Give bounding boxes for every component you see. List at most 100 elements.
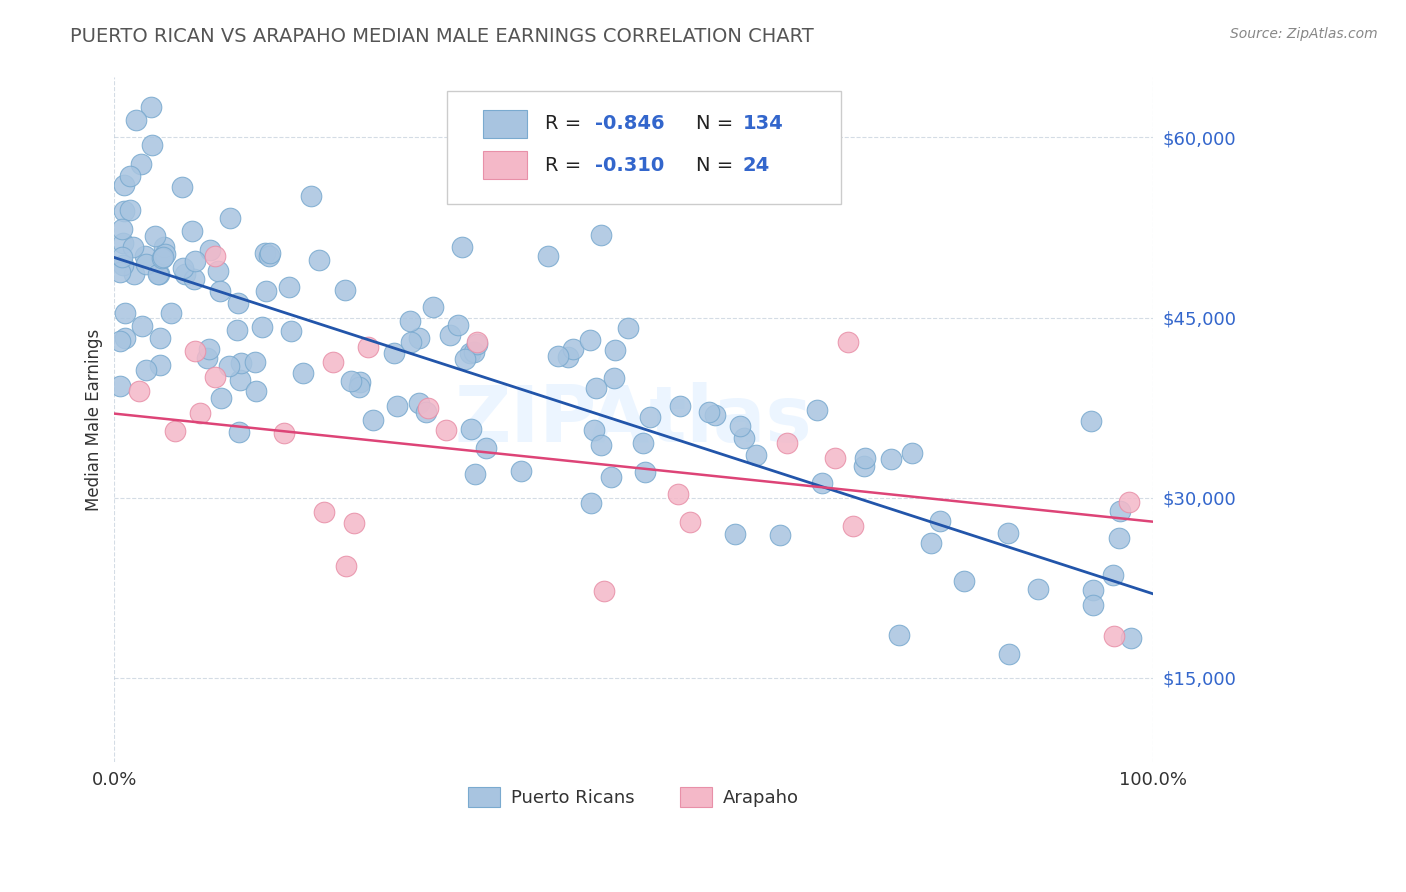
Point xyxy=(474,442,496,456)
Point xyxy=(273,426,295,441)
Point xyxy=(172,260,194,275)
Point xyxy=(510,465,533,479)
Point xyxy=(343,516,366,531)
Point xyxy=(118,169,141,183)
Point xyxy=(245,384,267,398)
Point xyxy=(853,450,876,465)
Point xyxy=(134,249,156,263)
Point xyxy=(146,267,169,281)
Legend: Puerto Ricans, Arapaho: Puerto Ricans, Arapaho xyxy=(461,780,807,814)
Point xyxy=(920,536,942,550)
Point xyxy=(363,413,385,427)
Point xyxy=(640,409,662,424)
Point xyxy=(122,268,145,282)
Point xyxy=(769,528,792,542)
Point xyxy=(824,450,846,465)
Point xyxy=(204,369,226,384)
Point xyxy=(1118,495,1140,509)
Point xyxy=(1081,599,1104,613)
FancyBboxPatch shape xyxy=(447,91,841,204)
Point xyxy=(207,264,229,278)
Point xyxy=(188,406,211,420)
Point xyxy=(198,243,221,257)
Point xyxy=(666,487,689,501)
Point xyxy=(399,335,422,350)
Point xyxy=(253,245,276,260)
Point xyxy=(165,425,187,439)
Point xyxy=(340,375,363,389)
Point xyxy=(1102,629,1125,643)
Point xyxy=(465,335,488,350)
Point xyxy=(463,344,485,359)
Point xyxy=(617,321,640,335)
Point xyxy=(418,401,440,415)
Point xyxy=(733,431,755,445)
Point xyxy=(581,496,603,510)
Point xyxy=(254,285,277,299)
Point xyxy=(148,267,170,281)
Point xyxy=(112,178,135,193)
Text: 134: 134 xyxy=(742,114,783,134)
Point xyxy=(1081,582,1104,597)
Point xyxy=(434,423,457,437)
Point xyxy=(998,647,1021,661)
Point xyxy=(1108,531,1130,545)
Point xyxy=(806,403,828,417)
Point xyxy=(111,258,134,272)
Point xyxy=(218,359,240,373)
Point xyxy=(114,331,136,345)
Point xyxy=(929,514,952,528)
Point xyxy=(108,334,131,348)
Point xyxy=(333,283,356,297)
Point xyxy=(229,373,252,387)
Text: R =: R = xyxy=(546,114,588,134)
Point xyxy=(460,422,482,436)
Point xyxy=(605,343,627,357)
Point xyxy=(243,355,266,369)
Point xyxy=(204,249,226,263)
Point xyxy=(209,391,232,405)
Point xyxy=(114,305,136,319)
Point xyxy=(152,240,174,254)
Point xyxy=(464,467,486,482)
Point xyxy=(408,396,430,410)
Point xyxy=(1080,414,1102,428)
Point xyxy=(593,583,616,598)
Point xyxy=(634,465,657,479)
Point xyxy=(776,436,799,450)
Point xyxy=(583,423,606,437)
Point xyxy=(745,448,768,462)
Point xyxy=(174,267,197,281)
Point xyxy=(578,333,600,347)
Point xyxy=(668,400,690,414)
Point xyxy=(703,408,725,422)
Point xyxy=(446,318,468,333)
Point xyxy=(1101,568,1123,582)
Text: -0.310: -0.310 xyxy=(595,155,665,175)
Point xyxy=(465,336,488,351)
Point xyxy=(591,437,613,451)
Point xyxy=(141,138,163,153)
Point xyxy=(415,405,437,419)
Point xyxy=(1119,631,1142,645)
Y-axis label: Median Male Earnings: Median Male Earnings xyxy=(86,328,103,511)
Point xyxy=(603,371,626,385)
Point xyxy=(120,203,142,218)
Point xyxy=(129,157,152,171)
Point xyxy=(122,239,145,253)
Point xyxy=(901,446,924,460)
Point xyxy=(837,335,859,350)
Point xyxy=(679,515,702,529)
Point xyxy=(335,558,357,573)
Point xyxy=(280,324,302,338)
Point xyxy=(180,224,202,238)
Point xyxy=(308,253,330,268)
Point xyxy=(143,229,166,244)
FancyBboxPatch shape xyxy=(484,110,527,138)
Point xyxy=(125,112,148,127)
Point xyxy=(454,351,477,366)
Point xyxy=(585,381,607,395)
Point xyxy=(853,459,876,474)
Point xyxy=(149,358,172,372)
Point xyxy=(724,527,747,541)
